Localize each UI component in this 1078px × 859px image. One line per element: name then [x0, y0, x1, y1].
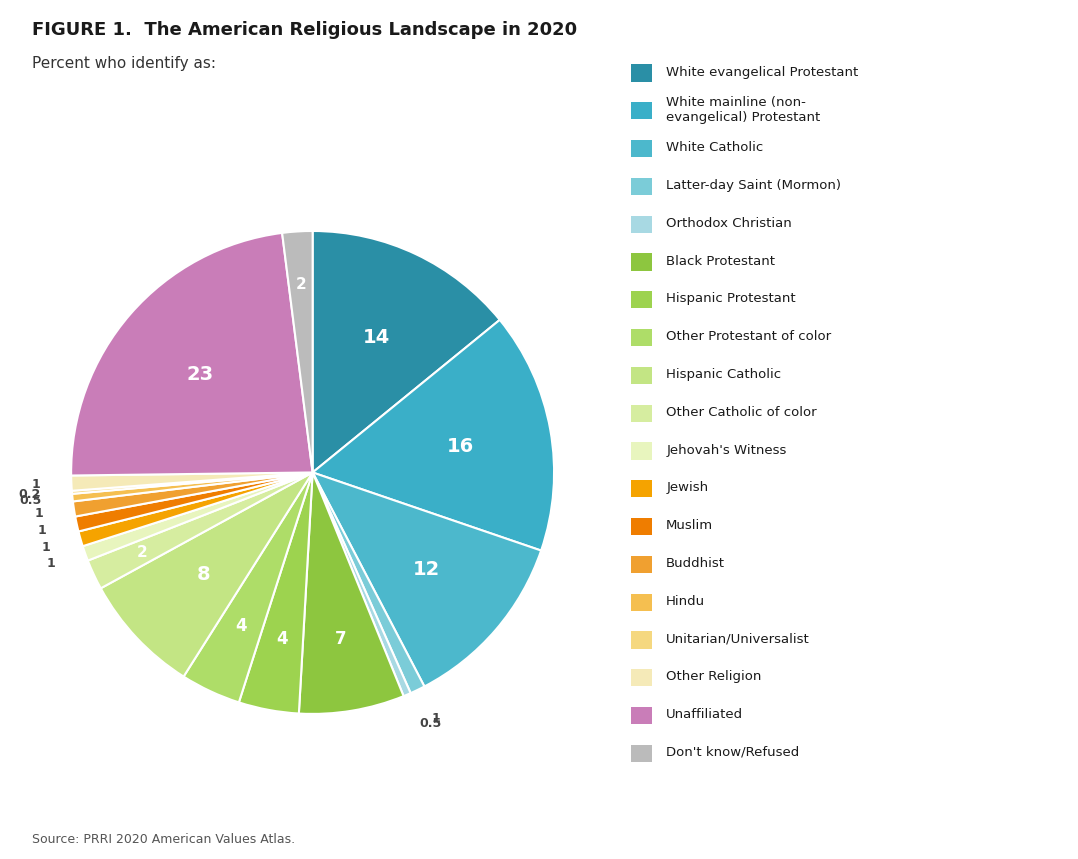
Wedge shape: [75, 472, 313, 532]
Text: Other Catholic of color: Other Catholic of color: [666, 405, 817, 419]
Text: White mainline (non-
evangelical) Protestant: White mainline (non- evangelical) Protes…: [666, 96, 820, 124]
Text: Unitarian/Universalist: Unitarian/Universalist: [666, 632, 810, 646]
Text: Black Protestant: Black Protestant: [666, 254, 775, 268]
Text: 8: 8: [196, 565, 210, 584]
Wedge shape: [72, 472, 313, 502]
Text: Hispanic Catholic: Hispanic Catholic: [666, 368, 782, 381]
Wedge shape: [79, 472, 313, 546]
Text: Hindu: Hindu: [666, 594, 705, 608]
Wedge shape: [313, 231, 500, 472]
Text: 1: 1: [38, 524, 46, 537]
Wedge shape: [71, 472, 313, 490]
Wedge shape: [313, 472, 541, 686]
Text: FIGURE 1.  The American Religious Landscape in 2020: FIGURE 1. The American Religious Landsca…: [32, 21, 578, 40]
Text: 1: 1: [431, 712, 440, 725]
Text: 2: 2: [295, 277, 306, 292]
Text: 4: 4: [235, 617, 247, 635]
Text: Muslim: Muslim: [666, 519, 714, 533]
Text: 0.2: 0.2: [18, 489, 41, 502]
Text: 14: 14: [363, 328, 390, 347]
Text: Other Protestant of color: Other Protestant of color: [666, 330, 831, 344]
Text: 7: 7: [334, 631, 346, 649]
Text: 1: 1: [46, 557, 56, 570]
Text: Latter-day Saint (Mormon): Latter-day Saint (Mormon): [666, 179, 841, 192]
Text: Orthodox Christian: Orthodox Christian: [666, 216, 792, 230]
Text: 1: 1: [42, 541, 51, 554]
Text: 16: 16: [446, 436, 473, 455]
Wedge shape: [71, 233, 313, 476]
Text: Source: PRRI 2020 American Values Atlas.: Source: PRRI 2020 American Values Atlas.: [32, 833, 295, 846]
Text: White Catholic: White Catholic: [666, 141, 763, 155]
Wedge shape: [73, 472, 313, 516]
Text: Don't know/Refused: Don't know/Refused: [666, 746, 800, 759]
Wedge shape: [87, 472, 313, 588]
Wedge shape: [313, 472, 411, 696]
Wedge shape: [299, 472, 403, 714]
Text: Percent who identify as:: Percent who identify as:: [32, 56, 217, 70]
Text: 0.5: 0.5: [419, 717, 442, 730]
Text: Unaffiliated: Unaffiliated: [666, 708, 744, 722]
Text: Other Religion: Other Religion: [666, 670, 761, 684]
Text: 12: 12: [413, 560, 440, 580]
Wedge shape: [100, 472, 313, 677]
Text: Hispanic Protestant: Hispanic Protestant: [666, 292, 796, 306]
Text: 0.5: 0.5: [19, 495, 41, 508]
Text: 1: 1: [34, 508, 43, 521]
Wedge shape: [239, 472, 313, 714]
Wedge shape: [83, 472, 313, 561]
Text: 1: 1: [31, 478, 40, 491]
Text: 23: 23: [186, 365, 213, 384]
Wedge shape: [72, 472, 313, 494]
Wedge shape: [313, 320, 554, 551]
Wedge shape: [282, 231, 313, 472]
Text: 2: 2: [137, 545, 148, 560]
Text: 4: 4: [276, 630, 288, 648]
Wedge shape: [183, 472, 313, 703]
Wedge shape: [313, 472, 425, 693]
Text: Jewish: Jewish: [666, 481, 708, 495]
Text: Buddhist: Buddhist: [666, 557, 725, 570]
Text: Jehovah's Witness: Jehovah's Witness: [666, 443, 787, 457]
Text: White evangelical Protestant: White evangelical Protestant: [666, 65, 858, 79]
